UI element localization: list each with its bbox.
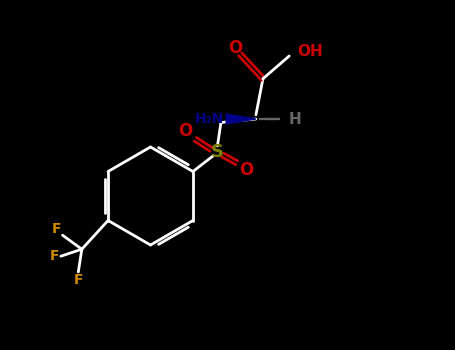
Text: S: S [211, 143, 224, 161]
Text: O: O [239, 161, 253, 180]
Text: F: F [74, 273, 83, 287]
Text: H₂N: H₂N [195, 112, 224, 126]
Text: OH: OH [297, 44, 323, 59]
Text: H: H [288, 112, 301, 126]
Text: F: F [50, 249, 59, 263]
Text: F: F [52, 222, 62, 236]
Text: O: O [178, 122, 192, 140]
Text: O: O [228, 39, 242, 57]
Polygon shape [226, 114, 256, 124]
